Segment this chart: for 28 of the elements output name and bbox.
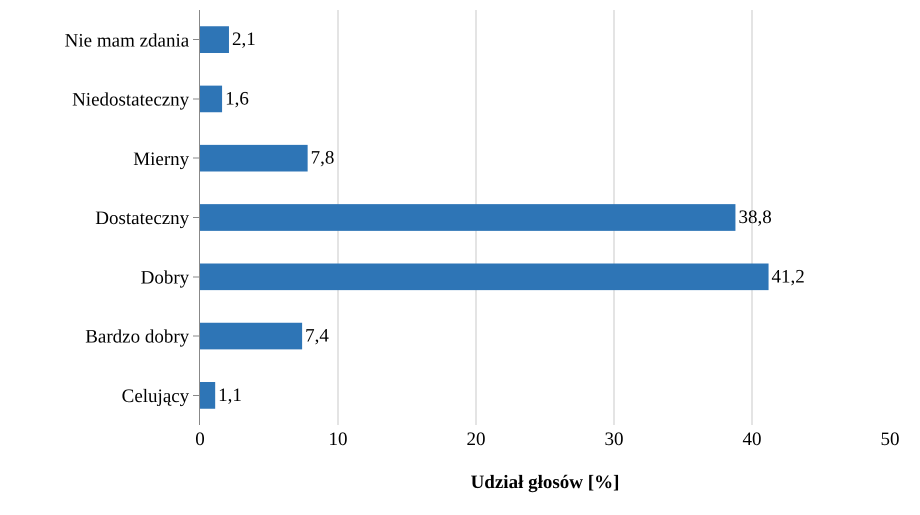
y-tick-label: Nie mam zdania <box>64 30 190 52</box>
data-label: 38,8 <box>738 207 772 228</box>
bar <box>200 204 736 231</box>
data-label: 1,1 <box>218 384 242 406</box>
bar <box>200 26 229 53</box>
data-label: 1,6 <box>225 88 249 110</box>
data-label: 7,4 <box>305 326 330 347</box>
y-tick-label: Dobry <box>140 267 190 288</box>
x-tick-label: 10 <box>328 429 348 450</box>
y-tick-label: Mierny <box>133 148 190 170</box>
data-label: 2,1 <box>232 29 256 50</box>
x-tick-label: 30 <box>604 429 624 450</box>
y-tick-label: Niedostateczny <box>72 90 190 111</box>
data-label: 7,8 <box>310 148 334 169</box>
bar <box>200 322 302 350</box>
x-axis-title: Udział głosów [%] <box>470 472 620 493</box>
data-label: 41,2 <box>772 266 805 288</box>
bar <box>200 144 308 172</box>
bar <box>200 263 769 290</box>
x-tick-label: 0 <box>195 429 205 450</box>
y-tick-label: Bardzo dobry <box>85 326 190 348</box>
bar <box>200 382 216 409</box>
y-tick-label: Celujący <box>122 386 190 408</box>
y-tick-label: Dostateczny <box>95 208 190 230</box>
x-tick-label: 40 <box>742 429 762 450</box>
bar <box>200 86 222 112</box>
x-tick-label: 50 <box>880 429 900 450</box>
x-tick-label: 20 <box>466 429 486 450</box>
